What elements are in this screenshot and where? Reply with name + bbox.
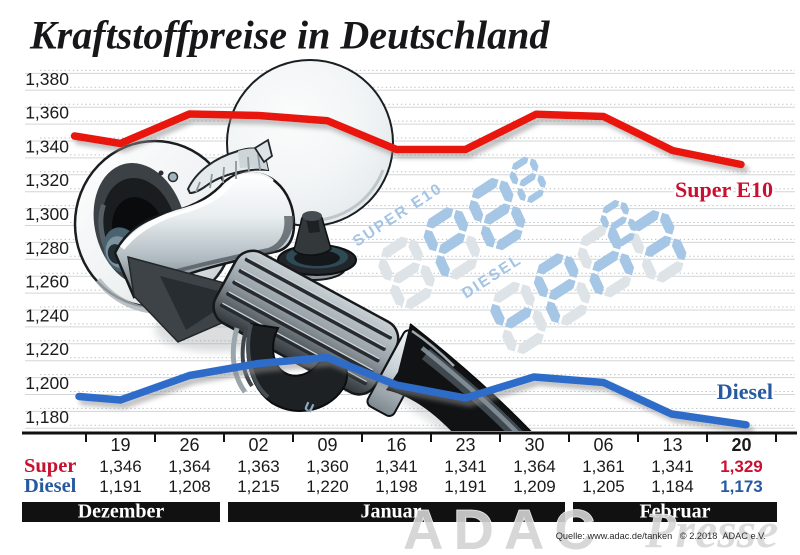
svg-text:1,360: 1,360 [25,103,69,123]
svg-text:1,320: 1,320 [25,170,69,190]
svg-text:1,215: 1,215 [237,477,280,496]
svg-text:1,280: 1,280 [25,238,69,258]
svg-text:Diesel: Diesel [24,475,77,497]
svg-text:13: 13 [662,435,682,455]
svg-text:16: 16 [386,435,406,455]
svg-text:1,300: 1,300 [25,204,69,224]
svg-text:1,180: 1,180 [25,407,69,427]
svg-text:1,329: 1,329 [720,457,763,476]
svg-text:1,240: 1,240 [25,305,69,325]
svg-text:09: 09 [317,435,337,455]
svg-text:1,184: 1,184 [651,477,694,496]
svg-text:1,360: 1,360 [306,457,349,476]
svg-text:30: 30 [524,435,544,455]
svg-text:Dezember: Dezember [78,501,165,523]
svg-text:1,380: 1,380 [25,69,69,89]
svg-text:1,208: 1,208 [168,477,211,496]
svg-text:06: 06 [593,435,613,455]
svg-text:1,209: 1,209 [513,477,556,496]
svg-text:ADAC: ADAC [403,498,605,555]
svg-text:02: 02 [248,435,268,455]
svg-text:23: 23 [455,435,475,455]
svg-text:1,173: 1,173 [720,477,763,496]
svg-text:1,363: 1,363 [237,457,280,476]
svg-text:1,364: 1,364 [168,457,211,476]
svg-text:1,346: 1,346 [99,457,142,476]
svg-text:1,361: 1,361 [582,457,625,476]
svg-text:20: 20 [731,435,751,455]
svg-text:19: 19 [110,435,130,455]
svg-text:Januar: Januar [360,501,421,523]
svg-text:1,340: 1,340 [25,136,69,156]
svg-text:Diesel: Diesel [717,379,773,404]
svg-text:1,205: 1,205 [582,477,625,496]
svg-text:1,198: 1,198 [375,477,418,496]
svg-text:Quelle: www.adac.de/tanken ©: Quelle: www.adac.de/tanken © 2.2018 ADAC… [556,531,766,541]
svg-text:Presse: Presse [644,502,778,555]
svg-text:1,260: 1,260 [25,272,69,292]
svg-text:Super: Super [24,455,76,477]
svg-text:1,341: 1,341 [375,457,418,476]
svg-text:Super E10: Super E10 [675,177,773,202]
svg-text:1,200: 1,200 [25,373,69,393]
svg-text:1,220: 1,220 [306,477,349,496]
svg-text:Kraftstoffpreise in Deutschlan: Kraftstoffpreise in Deutschland [29,13,550,58]
svg-text:1,191: 1,191 [444,477,487,496]
svg-text:1,220: 1,220 [25,339,69,359]
svg-text:Februar: Februar [639,501,710,523]
svg-text:1,364: 1,364 [513,457,556,476]
svg-text:1,341: 1,341 [444,457,487,476]
svg-text:1,341: 1,341 [651,457,694,476]
svg-text:1,191: 1,191 [99,477,142,496]
svg-text:26: 26 [179,435,199,455]
